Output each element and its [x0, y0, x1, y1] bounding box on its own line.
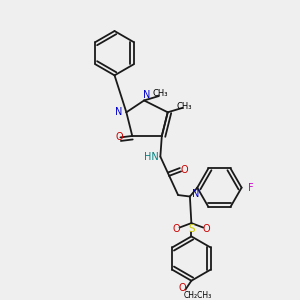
Text: F: F — [248, 183, 253, 193]
Text: O: O — [180, 165, 188, 175]
Text: O: O — [115, 132, 123, 142]
Text: HN: HN — [144, 152, 159, 162]
Text: CH₃: CH₃ — [176, 102, 192, 111]
Text: S: S — [188, 224, 195, 234]
Text: CH₂CH₃: CH₂CH₃ — [183, 291, 211, 300]
Text: N: N — [115, 107, 123, 117]
Text: N: N — [143, 90, 151, 100]
Text: N: N — [192, 189, 200, 199]
Text: O: O — [202, 224, 210, 234]
Text: O: O — [179, 283, 186, 293]
Text: O: O — [173, 224, 180, 234]
Text: CH₃: CH₃ — [153, 88, 168, 98]
